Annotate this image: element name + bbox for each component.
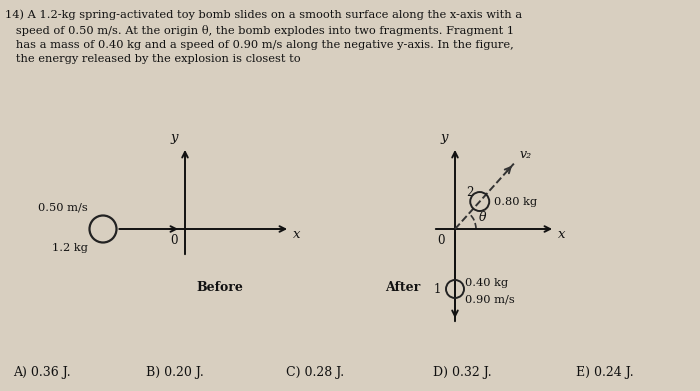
Text: y: y: [171, 131, 178, 144]
Text: v₂: v₂: [520, 148, 532, 161]
Text: 0.40 kg: 0.40 kg: [465, 278, 508, 288]
Text: y: y: [441, 131, 449, 144]
Text: A) 0.36 J.: A) 0.36 J.: [13, 366, 71, 379]
Text: 2: 2: [466, 186, 473, 199]
Text: 14) A 1.2-kg spring-activated toy bomb slides on a smooth surface along the x-ax: 14) A 1.2-kg spring-activated toy bomb s…: [5, 9, 522, 64]
Text: 1.2 kg: 1.2 kg: [52, 243, 88, 253]
Text: 0.90 m/s: 0.90 m/s: [465, 295, 514, 305]
Text: D) 0.32 J.: D) 0.32 J.: [433, 366, 491, 379]
Text: Before: Before: [197, 281, 244, 294]
Text: θ: θ: [479, 211, 486, 224]
Text: B) 0.20 J.: B) 0.20 J.: [146, 366, 204, 379]
Text: After: After: [386, 281, 421, 294]
Text: x: x: [293, 228, 300, 240]
Text: 1: 1: [433, 283, 441, 296]
Text: C) 0.28 J.: C) 0.28 J.: [286, 366, 344, 379]
Text: 0: 0: [171, 234, 178, 247]
Text: x: x: [558, 228, 566, 240]
Text: E) 0.24 J.: E) 0.24 J.: [576, 366, 634, 379]
Text: 0: 0: [438, 234, 445, 247]
Text: 0.50 m/s: 0.50 m/s: [38, 202, 88, 212]
Text: 0.80 kg: 0.80 kg: [494, 197, 538, 206]
